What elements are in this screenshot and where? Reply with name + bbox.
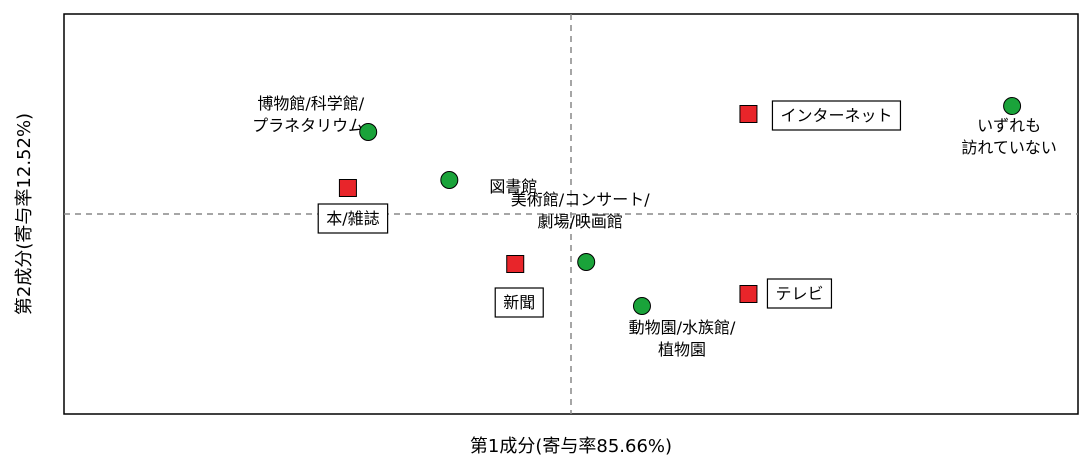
point-label: インターネット (771, 100, 902, 131)
svg-text:博物館/科学館/プラネタリウム: 博物館/科学館/プラネタリウム (252, 94, 365, 135)
media-marker (506, 255, 525, 273)
point-marker (440, 171, 459, 189)
svg-text:新聞: 新聞 (503, 293, 535, 312)
point-label: 新聞 (494, 287, 544, 318)
point-label: 博物館/科学館/プラネタリウム (252, 94, 365, 135)
point-label: テレビ (766, 278, 833, 309)
label-box (317, 203, 389, 234)
point-marker (359, 123, 378, 141)
point-label: 美術館/コンサート/劇場/映画館 (511, 190, 650, 231)
point-label: 図書館 (489, 177, 537, 196)
svg-text:テレビ: テレビ (775, 284, 823, 303)
svg-text:動物園/水族館/植物園: 動物園/水族館/植物園 (629, 318, 736, 359)
label-box (771, 100, 902, 131)
x-axis-title: 第1成分(寄与率85.66%) (470, 436, 672, 457)
point-marker (577, 253, 596, 271)
svg-text:美術館/コンサート/劇場/映画館: 美術館/コンサート/劇場/映画館 (511, 190, 650, 231)
point-label: 本/雑誌 (317, 203, 389, 234)
point-label: 動物園/水族館/植物園 (629, 318, 736, 359)
point-marker (1003, 97, 1022, 115)
svg-text:図書館: 図書館 (489, 177, 537, 196)
media-marker (739, 285, 758, 303)
point-marker (632, 297, 651, 315)
point-label: いずれも訪れていない (961, 116, 1057, 157)
y-axis-title: 第2成分(寄与率12.52%) (14, 113, 35, 315)
svg-text:本/雑誌: 本/雑誌 (326, 209, 379, 228)
svg-text:いずれも訪れていない: いずれも訪れていない (961, 116, 1057, 157)
media-marker (739, 105, 758, 123)
svg-text:インターネット: インターネット (780, 106, 892, 125)
label-box (766, 278, 833, 309)
label-box (494, 287, 544, 318)
media-marker (338, 179, 357, 197)
